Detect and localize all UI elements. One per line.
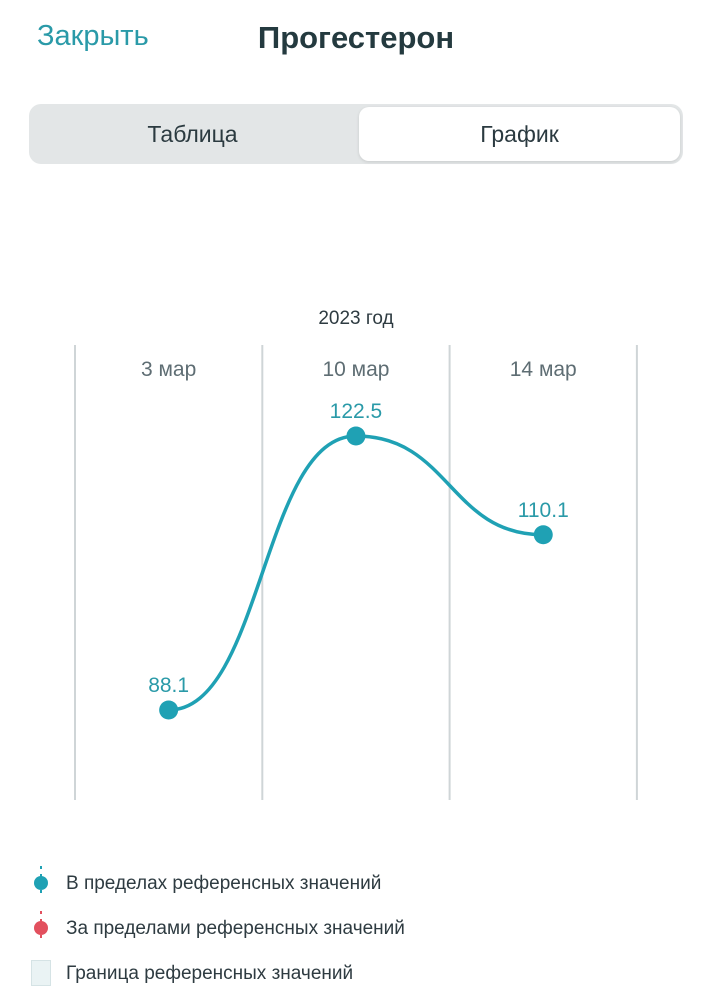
page-title: Прогестерон bbox=[257, 20, 455, 55]
chart: 2023 год 3 мар 10 мар 14 мар 88.1 122.5 110.1 bbox=[0, 290, 712, 810]
red-dot-icon bbox=[34, 911, 48, 943]
data-point bbox=[346, 426, 366, 446]
chart-svg: 2023 год 3 мар 10 мар 14 мар 88.1 122.5 110.1 bbox=[74, 308, 638, 800]
tab-table[interactable]: Таблица bbox=[147, 120, 238, 147]
data-label: 110.1 bbox=[518, 499, 569, 522]
chart-title: 2023 год bbox=[318, 308, 393, 329]
legend-item-out-of-range: За пределами референсных значений bbox=[28, 907, 688, 952]
legend-label: За пределами референсных значений bbox=[66, 918, 405, 939]
view-switcher: Таблица График bbox=[29, 104, 683, 164]
series-line bbox=[166, 434, 545, 712]
data-label: 122.5 bbox=[330, 400, 383, 423]
x-tick-label: 10 мар bbox=[322, 358, 389, 381]
data-point bbox=[533, 525, 553, 545]
teal-dot-icon bbox=[34, 866, 48, 898]
data-point bbox=[159, 700, 179, 720]
reference-box-icon bbox=[28, 952, 54, 992]
legend-item-in-range: В пределах референсных значений bbox=[28, 862, 688, 907]
close-button[interactable]: Закрыть bbox=[37, 20, 149, 52]
x-tick-label: 3 мар bbox=[141, 358, 196, 381]
legend: В пределах референсных значений За преде… bbox=[28, 862, 688, 997]
legend-label: В пределах референсных значений bbox=[66, 873, 382, 894]
legend-label: Граница референсных значений bbox=[66, 963, 354, 984]
data-label: 88.1 bbox=[148, 674, 189, 697]
x-tick-label: 14 мар bbox=[510, 358, 577, 381]
tab-chart[interactable]: График bbox=[359, 107, 680, 161]
legend-item-reference: Граница референсных значений bbox=[28, 952, 688, 997]
header: Закрыть Прогестерон bbox=[0, 0, 712, 80]
